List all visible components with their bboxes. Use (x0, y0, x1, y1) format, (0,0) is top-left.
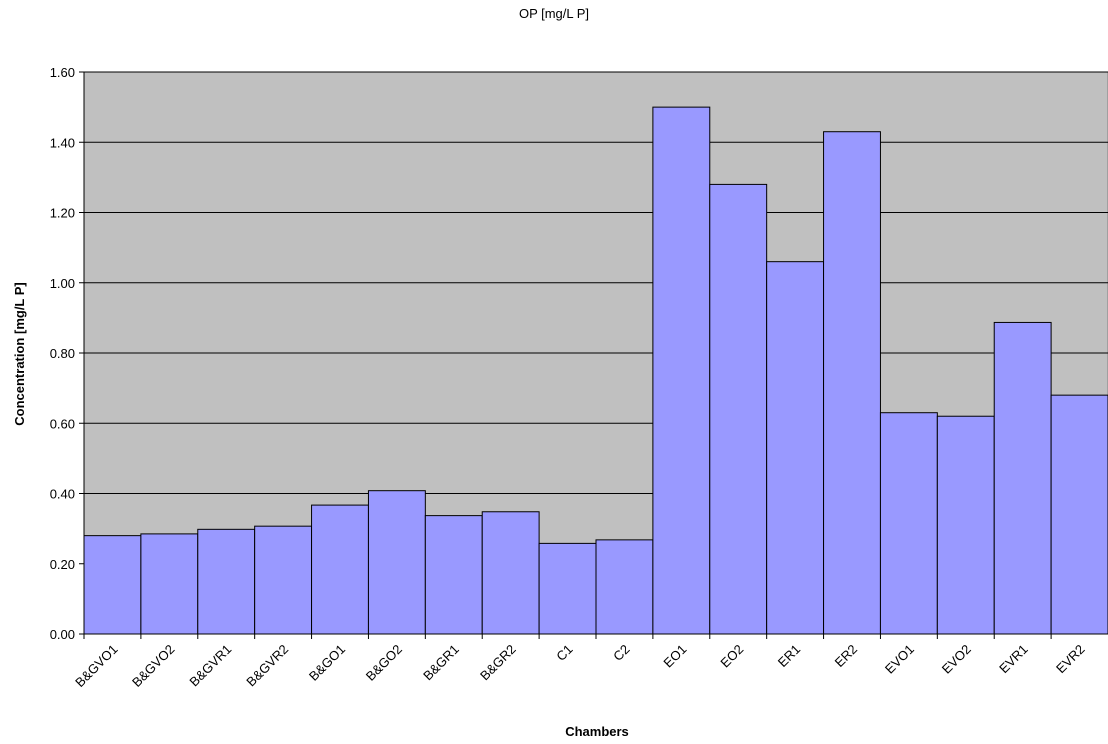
bar (993, 321, 1052, 635)
bar (254, 525, 313, 635)
y-tick-label: 1.00 (50, 276, 75, 291)
bar (595, 539, 654, 635)
bar (766, 261, 825, 635)
bar (823, 131, 881, 635)
x-tick-label: B&GO1 (306, 642, 348, 684)
bar (140, 533, 199, 635)
bar (538, 542, 597, 635)
x-tick-label: EVR2 (1053, 642, 1088, 677)
bar (1050, 394, 1108, 635)
x-tick-label: B&GVO2 (129, 642, 177, 690)
bar (652, 106, 711, 635)
chart-title: OP [mg/L P] (519, 6, 589, 21)
x-tick-labels: B&GVO1 B&GVO2 B&GVR1 B&GVR2 B&GO1 B&GO2 B&GR1 B… (72, 642, 1088, 690)
bar (367, 490, 426, 635)
x-tick-label: EO1 (660, 642, 689, 671)
bar (311, 504, 369, 635)
bar (481, 511, 540, 635)
x-tick-label: C2 (610, 642, 632, 664)
x-tick-label: B&GVO1 (72, 642, 120, 690)
bar (879, 412, 938, 635)
axes (79, 71, 1108, 639)
x-tick-label: EVO1 (882, 642, 917, 677)
x-axis-label: Chambers (565, 724, 629, 739)
y-tick-label: 0.20 (50, 557, 75, 572)
x-tick-label: ER1 (775, 642, 803, 670)
x-tick-label: B&GVR2 (243, 642, 291, 690)
x-tick-label: EO2 (717, 642, 746, 671)
y-tick-label: 1.40 (50, 135, 75, 150)
x-tick-label: EVO2 (939, 642, 974, 677)
x-tick-label: B&GR1 (420, 642, 462, 684)
x-tick-label: EVR1 (996, 642, 1031, 677)
y-tick-label: 1.20 (50, 206, 75, 221)
bar (197, 528, 256, 635)
x-tick-label: B&GR2 (477, 642, 519, 684)
bar (83, 535, 142, 635)
bar (709, 183, 768, 635)
x-tick-label: B&GO2 (363, 642, 405, 684)
x-tick-label: B&GVR1 (186, 642, 234, 690)
bar (936, 415, 995, 635)
x-tick-label: C1 (553, 642, 575, 664)
y-tick-label: 0.40 (50, 487, 75, 502)
y-tick-label: 0.80 (50, 346, 75, 361)
y-axis-label: Concentration [mg/L P] (12, 282, 27, 425)
bars (83, 106, 1108, 635)
y-tick-label: 0.60 (50, 416, 75, 431)
y-tick-label: 1.60 (50, 65, 75, 80)
x-tick-label: ER2 (832, 642, 860, 670)
bar (424, 515, 483, 635)
y-tick-label: 0.00 (50, 627, 75, 642)
y-tick-labels: 0.00 0.20 0.40 0.60 0.80 1.00 1.20 1.40 1.60 (50, 65, 75, 642)
